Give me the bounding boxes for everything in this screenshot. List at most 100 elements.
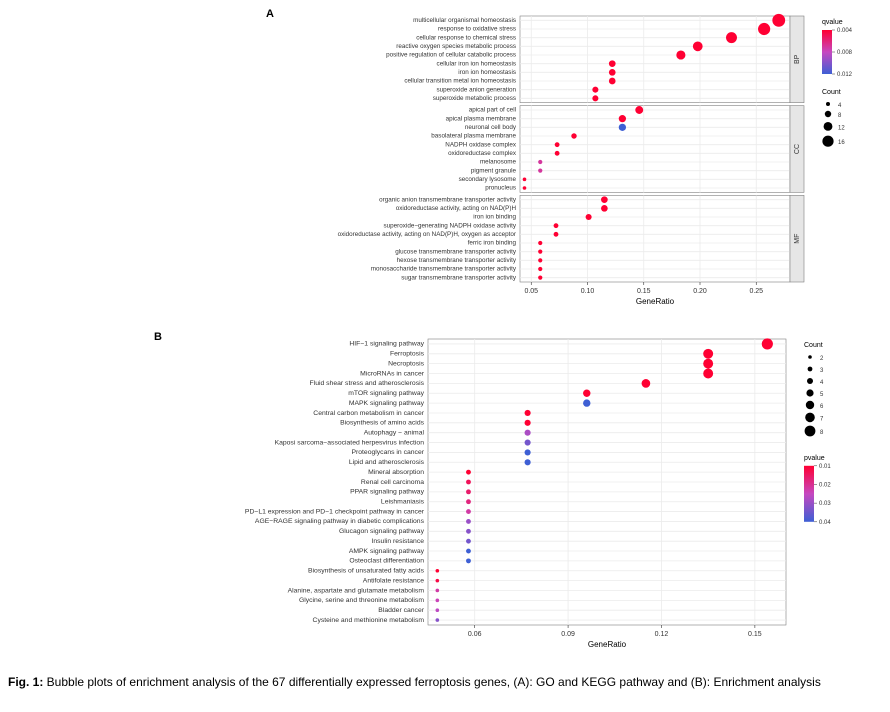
- bubble: [466, 529, 471, 534]
- row-label: sugar transmembrane transporter activity: [401, 274, 517, 281]
- row-label: Cysteine and methionine metabolism: [313, 617, 425, 624]
- bubble: [619, 115, 626, 122]
- bubble: [703, 369, 713, 379]
- bubble: [583, 399, 590, 406]
- bubble: [703, 359, 713, 369]
- bubble: [466, 480, 471, 485]
- bubble: [538, 160, 542, 164]
- bubble: [525, 430, 531, 436]
- row-label: Kaposi sarcoma−associated herpesvirus in…: [275, 439, 425, 446]
- bubble: [592, 95, 598, 101]
- row-label: oxidoreductase complex: [448, 150, 517, 157]
- facet-label: CC: [794, 144, 801, 154]
- svg-text:Count: Count: [804, 342, 823, 349]
- bubble: [555, 142, 560, 147]
- svg-text:pvalue: pvalue: [804, 455, 825, 462]
- bubble: [592, 87, 598, 93]
- row-label: Bladder cancer: [378, 607, 424, 614]
- row-label: Ferroptosis: [390, 351, 425, 358]
- row-label: basolateral plasma membrane: [431, 133, 516, 140]
- panel-b-plot: HIF−1 signaling pathway Ferroptosis Necrop…: [158, 331, 882, 656]
- svg-text:12: 12: [838, 125, 845, 131]
- svg-text:0.15: 0.15: [748, 631, 762, 638]
- bubble: [555, 151, 560, 156]
- bubble: [466, 489, 471, 494]
- row-label: Autophagy − animal: [364, 429, 425, 436]
- row-label: oxidoreductase activity, acting on NAD(P…: [396, 205, 517, 212]
- svg-text:2: 2: [820, 356, 824, 362]
- svg-text:0.12: 0.12: [655, 631, 669, 638]
- bubble: [525, 439, 531, 445]
- bubble: [554, 223, 559, 228]
- row-label: Antifolate resistance: [363, 577, 424, 584]
- bubble: [609, 78, 616, 85]
- row-label: Necroptosis: [388, 360, 424, 367]
- bubble: [436, 599, 440, 603]
- row-label: Alanine, aspartate and glutamate metabol…: [288, 587, 425, 594]
- bubble: [436, 569, 440, 573]
- svg-text:0.09: 0.09: [561, 631, 575, 638]
- bubble: [703, 349, 713, 359]
- svg-text:0.004: 0.004: [837, 28, 853, 34]
- bubble: [466, 539, 471, 544]
- panel-a-plot: multicellular organismal homeostasisresp…: [262, 8, 882, 313]
- svg-text:0.05: 0.05: [524, 288, 538, 295]
- bubble: [436, 618, 440, 622]
- bubble: [466, 499, 471, 504]
- row-label: Lipid and atherosclerosis: [349, 459, 425, 466]
- row-label: organic anion transmembrane transporter …: [379, 196, 517, 203]
- svg-text:GeneRatio: GeneRatio: [636, 297, 675, 306]
- figure-caption: Fig. 1: Bubble plots of enrichment analy…: [8, 674, 882, 690]
- facet-label: BP: [794, 54, 801, 64]
- row-label: PPAR signaling pathway: [350, 489, 425, 496]
- svg-text:qvalue: qvalue: [822, 19, 843, 26]
- svg-text:0.012: 0.012: [837, 72, 853, 78]
- svg-text:0.20: 0.20: [693, 288, 707, 295]
- svg-text:0.25: 0.25: [749, 288, 763, 295]
- svg-text:0.04: 0.04: [819, 520, 831, 526]
- bubble: [466, 549, 471, 554]
- svg-text:0.06: 0.06: [468, 631, 482, 638]
- svg-text:6: 6: [820, 404, 824, 410]
- bubble: [676, 50, 685, 59]
- svg-text:Count: Count: [822, 89, 841, 96]
- row-label: apical plasma membrane: [446, 115, 517, 122]
- row-label: Proteoglycans in cancer: [351, 449, 424, 456]
- row-label: NADPH oxidase complex: [445, 141, 517, 148]
- bubble: [538, 258, 542, 262]
- bubble: [466, 470, 471, 475]
- bubble: [772, 14, 785, 27]
- row-label: ferric iron binding: [468, 240, 517, 247]
- bubble: [758, 23, 770, 35]
- row-label: Biosynthesis of unsaturated fatty acids: [308, 568, 425, 575]
- bubble: [601, 196, 608, 203]
- row-label: cellular response to chemical stress: [416, 34, 516, 41]
- row-label: Fluid shear stress and atherosclerosis: [310, 380, 425, 387]
- facet-label: MF: [794, 234, 801, 244]
- row-label: reactive oxygen species metabolic proces…: [396, 43, 516, 50]
- bubble: [619, 124, 626, 131]
- caption-body: Bubble plots of enrichment analysis of t…: [47, 675, 821, 689]
- row-label: response to oxidative stress: [438, 26, 516, 33]
- row-label: secondary lysosome: [459, 176, 517, 183]
- row-label: oxidoreductase activity, acting on NAD(P…: [338, 231, 516, 238]
- bubble: [609, 60, 616, 67]
- row-label: neuronal cell body: [465, 124, 517, 131]
- row-label: HIF−1 signaling pathway: [349, 341, 424, 348]
- svg-text:0.10: 0.10: [581, 288, 595, 295]
- row-label: cellular transition metal ion homeostasi…: [404, 78, 516, 85]
- bubble: [538, 250, 542, 254]
- svg-text:0.15: 0.15: [637, 288, 651, 295]
- row-label: hexose transmembrane transporter activit…: [397, 257, 517, 264]
- row-label: mTOR signaling pathway: [348, 390, 424, 397]
- bubble: [523, 186, 527, 190]
- row-label: Glycine, serine and threonine metabolism: [299, 597, 424, 604]
- bubble: [571, 133, 576, 138]
- svg-text:0.01: 0.01: [819, 464, 831, 470]
- bubble: [436, 579, 440, 583]
- svg-text:8: 8: [838, 113, 842, 119]
- row-label: Renal cell carcinoma: [361, 479, 424, 486]
- row-label: MAPK signaling pathway: [349, 400, 425, 407]
- bubble: [525, 459, 531, 465]
- svg-text:3: 3: [820, 368, 824, 374]
